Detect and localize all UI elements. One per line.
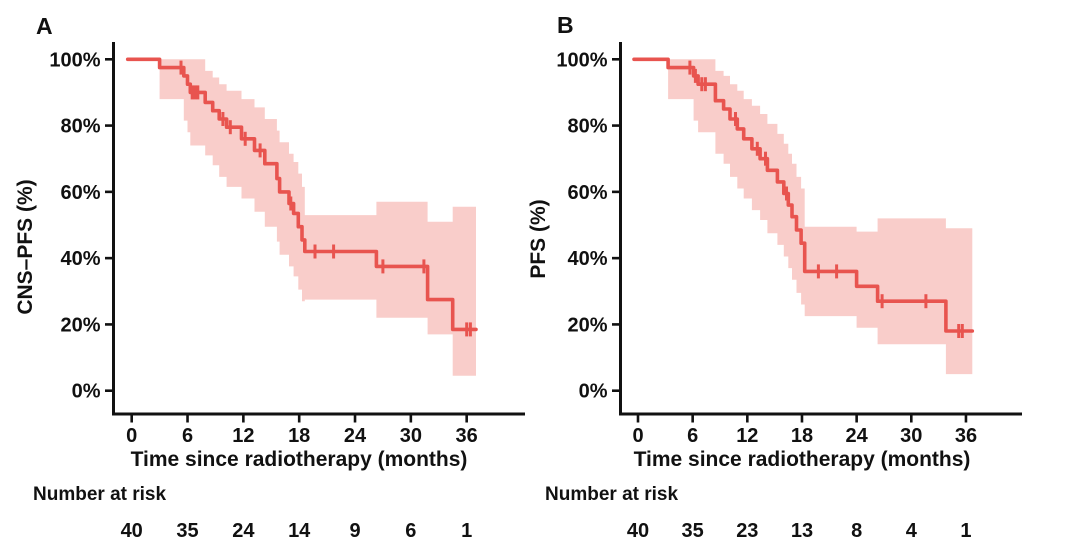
x-tick-label: 12: [736, 425, 758, 447]
x-tick-label: 30: [400, 425, 422, 447]
y-tick-label: 20%: [567, 314, 607, 336]
risk-count: 35: [682, 520, 704, 542]
risk-count: 40: [627, 520, 649, 542]
panel-a-y-axis-title: CNS–PFS (%): [14, 179, 37, 315]
confidence-band: [668, 59, 973, 375]
risk-count: 13: [791, 520, 813, 542]
y-tick-label: 20%: [60, 314, 100, 336]
km-curve: [125, 57, 478, 332]
panel-b: 0 40 6 35 12 23 18 13 24 8 30 4 36 1 0% 20% 40% 60% 80% 100…: [556, 42, 1022, 542]
x-tick-label: 18: [288, 425, 310, 447]
y-tick-label: 60%: [567, 182, 607, 204]
x-tick-label: 0: [632, 425, 643, 447]
panel-b-y-axis-title: PFS (%): [527, 199, 550, 279]
risk-count: 1: [461, 520, 472, 542]
risk-count: 14: [288, 520, 311, 542]
panel-a-x-axis-title: Time since radiotherapy (months): [130, 448, 468, 471]
risk-count: 40: [121, 520, 143, 542]
risk-count: 9: [349, 520, 360, 542]
panel-a-label: A: [36, 13, 53, 39]
risk-count: 23: [736, 520, 758, 542]
confidence-band: [159, 59, 476, 376]
y-tick-label: 80%: [60, 116, 100, 138]
y-tick-label: 100%: [556, 49, 607, 71]
y-tick-label: 80%: [567, 116, 607, 138]
x-tick-label: 6: [687, 425, 698, 447]
x-tick-label: 6: [182, 425, 193, 447]
x-tick-label: 36: [456, 425, 478, 447]
panel-a: 0 40 6 35 12 24 18 14 24 9 30 6 36 1 0% 20% 40% 60% 80% 100…: [49, 42, 525, 542]
x-tick-label: 36: [955, 425, 977, 447]
x-tick-label: 24: [846, 425, 869, 447]
km-curve: [632, 57, 975, 333]
risk-count: 1: [960, 520, 971, 542]
y-tick-label: 0%: [72, 381, 101, 403]
x-tick-label: 30: [900, 425, 922, 447]
y-tick-label: 40%: [567, 248, 607, 270]
y-tick-label: 60%: [60, 182, 100, 204]
y-tick-label: 0%: [579, 381, 608, 403]
risk-count: 24: [232, 520, 255, 542]
x-tick-label: 18: [791, 425, 813, 447]
risk-count: 8: [851, 520, 862, 542]
x-tick-label: 0: [126, 425, 137, 447]
risk-count: 4: [906, 520, 918, 542]
y-tick-label: 40%: [60, 248, 100, 270]
panel-a-number-at-risk-label: Number at risk: [33, 484, 167, 505]
risk-count: 6: [405, 520, 416, 542]
panel-b-label: B: [557, 12, 574, 38]
risk-count: 35: [176, 520, 198, 542]
y-tick-label: 100%: [49, 49, 100, 71]
x-tick-label: 24: [344, 425, 367, 447]
panel-b-number-at-risk-label: Number at risk: [545, 484, 679, 505]
x-tick-label: 12: [232, 425, 254, 447]
panel-b-x-axis-title: Time since radiotherapy (months): [633, 448, 971, 471]
